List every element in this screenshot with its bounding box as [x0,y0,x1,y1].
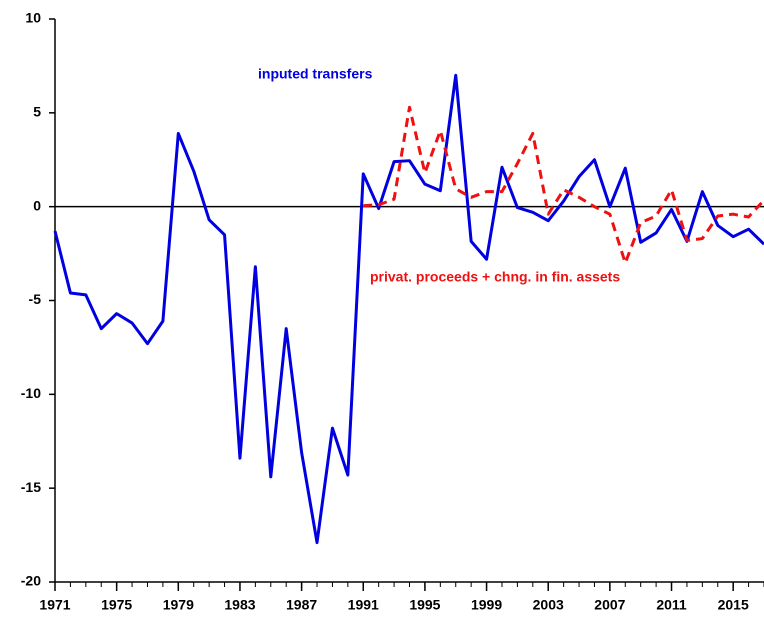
line-series [53,73,764,545]
x-tick-label: 1991 [348,597,379,613]
x-tick-label: 1975 [101,597,132,613]
y-tick-label: -10 [21,385,41,401]
line-series [363,105,764,265]
x-tick-label: 2015 [718,597,749,613]
x-tick-label: 2011 [656,597,687,613]
y-tick-label: -20 [21,573,41,589]
x-tick-label: 1979 [163,597,194,613]
x-tick-label: 2007 [594,597,625,613]
x-tick-label: 1999 [471,597,502,613]
x-tick-label: 1983 [224,597,255,613]
y-tick-label: 10 [25,10,41,26]
y-tick-label: 0 [33,197,41,213]
y-tick-label: 5 [33,104,41,120]
x-tick-label: 1995 [409,597,440,613]
y-tick-label: -5 [29,291,42,307]
x-tick-label: 2003 [533,597,564,613]
series-annotation: inputed transfers [258,66,373,82]
y-tick-label: -15 [21,479,41,495]
x-tick-label: 1987 [286,597,317,613]
series-annotation: privat. proceeds + chng. in fin. assets [370,269,620,285]
x-tick-label: 1971 [39,597,70,613]
